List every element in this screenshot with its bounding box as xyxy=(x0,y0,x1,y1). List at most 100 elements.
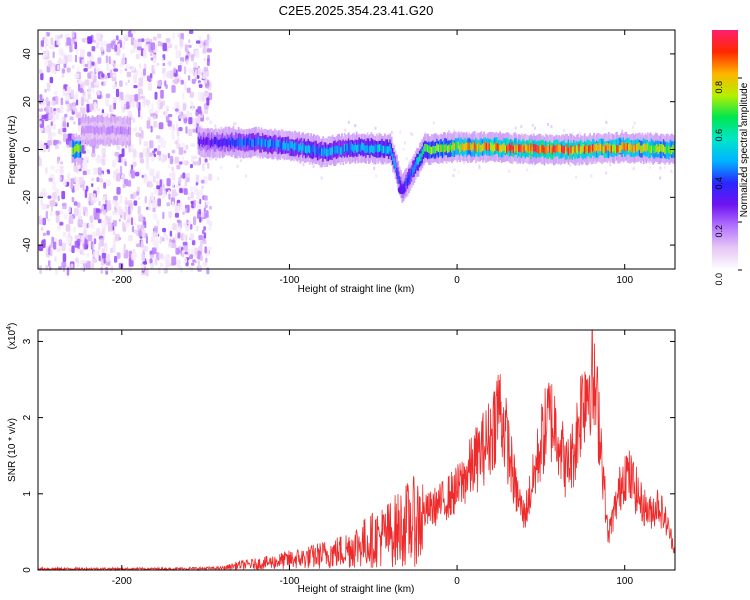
spectrogram-noise-cell xyxy=(53,241,57,250)
spectrogram-noise-cell xyxy=(66,103,70,113)
spectrogram-noise-cell xyxy=(57,64,60,71)
spectrogram-noise-cell xyxy=(77,249,81,253)
spectrogram-noise-cell xyxy=(102,153,106,158)
spectrogram-signal-cell xyxy=(298,144,300,152)
spectrogram-signal-cell xyxy=(461,142,464,151)
spectrogram-noise-cell xyxy=(198,91,203,101)
spectrogram-signal-cell xyxy=(270,138,272,147)
spectrogram-signal-cell xyxy=(542,144,544,153)
spectrogram-noise-cell xyxy=(41,239,46,248)
spectrogram-signal-cell xyxy=(90,125,93,134)
spectrogram-signal-cell xyxy=(255,138,258,146)
spectrogram-signal-cell xyxy=(585,144,587,152)
spectrogram-signal-cell xyxy=(594,144,597,152)
spectrogram-noise-cell xyxy=(138,91,141,100)
spectrogram-signal-cell xyxy=(650,145,653,154)
spectrogram-noise-cell xyxy=(185,126,188,134)
spectrogram-noise-cell xyxy=(144,196,147,204)
spectrogram-noise-cell xyxy=(58,48,64,56)
spectrogram-signal-cell xyxy=(514,145,516,153)
spectrogram-noise-cell xyxy=(463,161,466,165)
spectrogram-noise-cell xyxy=(245,174,247,178)
spectrogram-signal-cell xyxy=(605,145,608,154)
spectrogram-x-tick-label: -200 xyxy=(112,275,132,286)
spectrogram-noise-cell xyxy=(46,230,50,236)
spectrogram-noise-cell xyxy=(59,176,62,181)
spectrogram-signal-cell xyxy=(581,145,583,154)
spectrogram-noise-cell xyxy=(66,86,70,92)
spectrogram-noise-cell xyxy=(375,174,378,178)
spectrogram-signal-cell xyxy=(244,139,247,147)
colorbar-tick-label: 0.2 xyxy=(714,225,724,238)
spectrogram-noise-cell xyxy=(178,147,184,155)
spectrogram-noise-cell xyxy=(125,64,130,70)
spectrogram-signal-cell xyxy=(365,145,367,154)
spectrogram-signal-cell xyxy=(245,138,248,147)
spectrogram-noise-cell xyxy=(194,185,197,190)
spectrogram-noise-cell xyxy=(44,88,47,93)
spectrogram-noise-cell xyxy=(88,223,91,227)
spectrogram-noise-cell xyxy=(153,120,158,128)
spectrogram-noise-cell xyxy=(119,165,123,175)
spectrogram-noise-cell xyxy=(192,119,197,128)
spectrogram-noise-cell xyxy=(179,38,184,47)
spectrogram-signal-cell xyxy=(483,142,485,151)
spectrogram-signal-cell xyxy=(321,148,323,156)
spectrogram-noise-cell xyxy=(147,101,150,109)
spectrogram-noise-cell xyxy=(76,202,81,208)
spectrogram-signal-cell xyxy=(570,145,573,153)
spectrogram-noise-cell xyxy=(202,262,208,267)
spectrogram-noise-cell xyxy=(115,35,119,41)
spectrogram-noise-cell xyxy=(189,91,194,98)
spectrogram-signal-cell xyxy=(489,142,492,150)
spectrogram-noise-cell xyxy=(563,128,566,132)
spectrogram-signal-cell xyxy=(394,162,397,170)
spectrogram-signal-cell xyxy=(614,145,617,154)
spectrogram-noise-cell xyxy=(127,79,130,83)
spectrogram-signal-cell xyxy=(314,147,317,156)
spectrogram-signal-cell xyxy=(267,140,270,149)
spectrogram-signal-cell xyxy=(95,125,98,134)
spectrogram-signal-cell xyxy=(586,145,589,154)
spectrogram-signal-cell xyxy=(410,168,413,177)
spectrogram-noise-cell xyxy=(83,229,87,237)
spectrogram-signal-cell xyxy=(288,142,291,150)
spectrogram-noise-cell xyxy=(50,199,56,207)
spectrogram-noise-cell xyxy=(68,216,74,224)
spectrogram-noise-cell xyxy=(50,165,55,170)
spectrogram-signal-cell xyxy=(91,125,94,134)
spectrogram-signal-cell xyxy=(661,144,664,152)
spectrogram-noise-cell xyxy=(78,118,81,126)
spectrogram-noise-cell xyxy=(236,164,239,168)
spectrogram-signal-cell xyxy=(426,144,429,153)
spectrogram-noise-cell xyxy=(84,144,88,152)
spectrogram-noise-cell xyxy=(57,195,60,202)
spectrogram-noise-cell xyxy=(153,233,158,238)
spectrogram-noise-cell xyxy=(143,176,148,184)
spectrogram-noise-cell xyxy=(56,247,61,253)
spectrogram-noise-cell xyxy=(156,185,161,190)
spectrogram-noise-cell xyxy=(196,191,201,200)
spectrogram-noise-cell xyxy=(192,128,196,133)
spectrogram-noise-cell xyxy=(208,173,213,181)
spectrogram-signal-cell xyxy=(526,144,528,153)
spectrogram-noise-cell xyxy=(173,67,176,73)
spectrogram-signal-cell xyxy=(302,142,304,151)
spectrogram-signal-cell xyxy=(613,143,616,152)
spectrogram-signal-cell xyxy=(264,139,267,148)
spectrogram-signal-cell xyxy=(208,137,211,146)
spectrogram-signal-cell xyxy=(290,140,292,149)
spectrogram-noise-cell xyxy=(105,93,111,99)
spectrogram-noise-cell xyxy=(39,214,43,220)
spectrogram-noise-cell xyxy=(39,192,44,200)
spectrogram-x-tick-label: 0 xyxy=(454,275,460,286)
spectrogram-noise-cell xyxy=(149,254,155,259)
spectrogram-signal-cell xyxy=(220,138,223,146)
spectrogram-noise-cell xyxy=(62,127,67,133)
spectrogram-noise-cell xyxy=(137,224,141,230)
spectrogram-noise-cell xyxy=(424,132,426,136)
spectrogram-signal-cell xyxy=(565,146,567,155)
spectrogram-noise-cell xyxy=(114,44,118,52)
spectrogram-noise-cell xyxy=(141,174,144,178)
